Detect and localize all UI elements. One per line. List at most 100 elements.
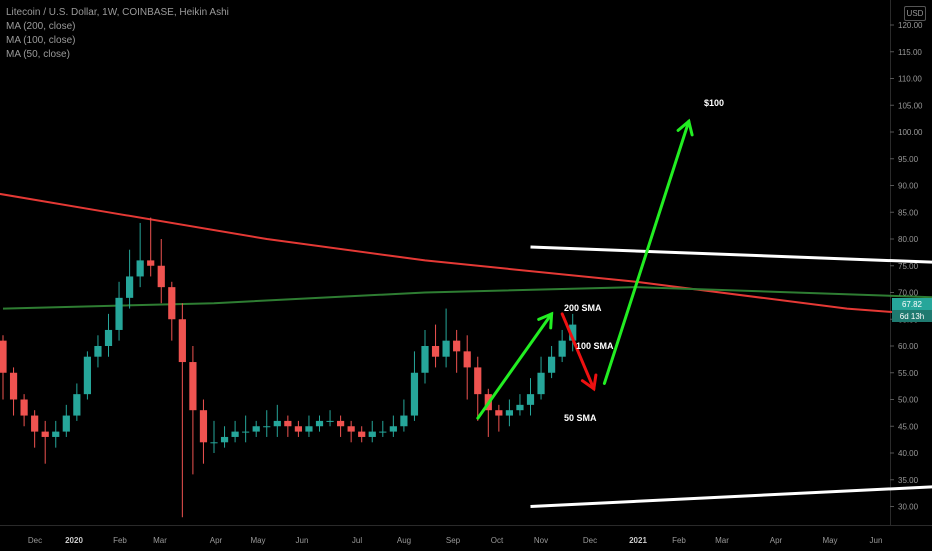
candle-body [115,298,122,330]
x-tick-label: Feb [113,536,127,545]
y-tick-label: 85.00 [898,208,919,217]
candle-body [168,287,175,319]
x-tick-label: Feb [672,536,686,545]
price-badge-value: 67.82 [902,300,923,309]
y-tick-label: 35.00 [898,476,919,485]
candle-body [200,410,207,442]
x-tick-label: Jul [352,536,362,545]
x-tick-label: Dec [28,536,42,545]
countdown-badge-value: 6d 13h [900,312,924,321]
x-tick-label: Sep [446,536,461,545]
candle-body [84,357,91,394]
y-tick-label: 75.00 [898,262,919,271]
candle-body [443,341,450,357]
candle-body [137,260,144,276]
candle-body [495,410,502,415]
x-tick-label: May [822,536,837,545]
x-tick-label: 2021 [629,536,647,545]
candle-body [358,432,365,437]
y-tick-label: 95.00 [898,155,919,164]
candle-body [242,432,249,433]
candle-body [559,341,566,357]
y-tick-label: 105.00 [898,101,923,110]
candle-body [189,362,196,410]
candle-body [284,421,291,426]
candle-body [316,421,323,426]
x-tick-label: Aug [397,536,411,545]
annotation-label: $100 [704,98,724,108]
red-arrow [562,314,594,389]
candle-body [516,405,523,410]
y-tick-label: 60.00 [898,342,919,351]
candle-body [63,416,70,432]
candle-body [126,276,133,297]
candle-body [21,400,28,416]
candle-body [432,346,439,357]
candle-body [305,426,312,431]
x-tick-label: Mar [153,536,167,545]
candle-body [147,260,154,265]
y-tick-label: 80.00 [898,235,919,244]
candle-body [527,394,534,405]
candle-body [73,394,80,415]
candle-body [369,432,376,437]
y-tick-label: 90.00 [898,182,919,191]
y-tick-label: 50.00 [898,396,919,405]
annotation-label: 50 SMA [564,413,597,423]
candle-body [0,341,7,373]
candle-body [295,426,302,431]
green-arrow-short [478,314,552,418]
candle-body [337,421,344,426]
y-tick-label: 110.00 [898,75,922,84]
candle-body [379,432,386,433]
y-tick-label: 30.00 [898,503,919,512]
annotation-label: 100 SMA [576,341,614,351]
x-tick-label: Dec [583,536,597,545]
candle-body [348,426,355,431]
y-tick-label: 45.00 [898,422,919,431]
x-tick-label: Apr [210,536,223,545]
y-tick-label: 70.00 [898,289,919,298]
candle-body [10,373,17,400]
candle-body [263,426,270,427]
candle-body [400,416,407,427]
x-tick-label: Oct [491,536,504,545]
candle-body [105,330,112,346]
y-tick-label: 100.00 [898,128,923,137]
candle-body [52,432,59,437]
candle-body [474,367,481,394]
candle-body [158,266,165,287]
candle-body [506,410,513,415]
candle-body [274,421,281,426]
x-tick-label: 2020 [65,536,83,545]
candle-body [326,421,333,422]
y-tick-label: 55.00 [898,369,919,378]
x-tick-label: May [250,536,265,545]
y-tick-label: 120.00 [898,21,923,30]
x-tick-label: Jun [296,536,309,545]
candle-body [253,426,260,431]
candle-body [94,346,101,357]
candle-body [548,357,555,373]
candle-body [42,432,49,437]
candle-body [537,373,544,394]
candle-body [453,341,460,352]
candle-body [221,437,228,442]
y-tick-label: 115.00 [898,48,922,57]
candle-body [179,319,186,362]
candle-body [464,351,471,367]
candle-body [31,416,38,432]
candle-body [411,373,418,416]
candle-body [421,346,428,373]
annotation-label: 200 SMA [564,303,602,313]
candle-body [210,442,217,443]
y-tick-label: 40.00 [898,449,919,458]
candle-body [232,432,239,437]
x-tick-label: Nov [534,536,548,545]
x-tick-label: Jun [870,536,883,545]
x-tick-label: Apr [770,536,783,545]
candle-body [390,426,397,431]
x-tick-label: Mar [715,536,729,545]
